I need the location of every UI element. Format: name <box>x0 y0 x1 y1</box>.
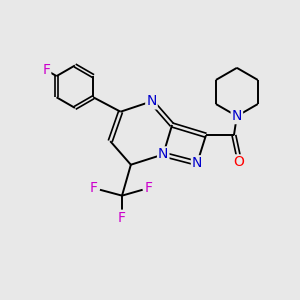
Text: F: F <box>42 63 50 77</box>
Text: N: N <box>192 156 202 170</box>
Text: F: F <box>118 211 126 225</box>
Text: F: F <box>145 181 153 195</box>
Text: N: N <box>232 109 242 123</box>
Text: N: N <box>146 94 157 108</box>
Text: F: F <box>89 181 98 195</box>
Text: O: O <box>233 155 244 170</box>
Text: N: N <box>158 147 168 161</box>
